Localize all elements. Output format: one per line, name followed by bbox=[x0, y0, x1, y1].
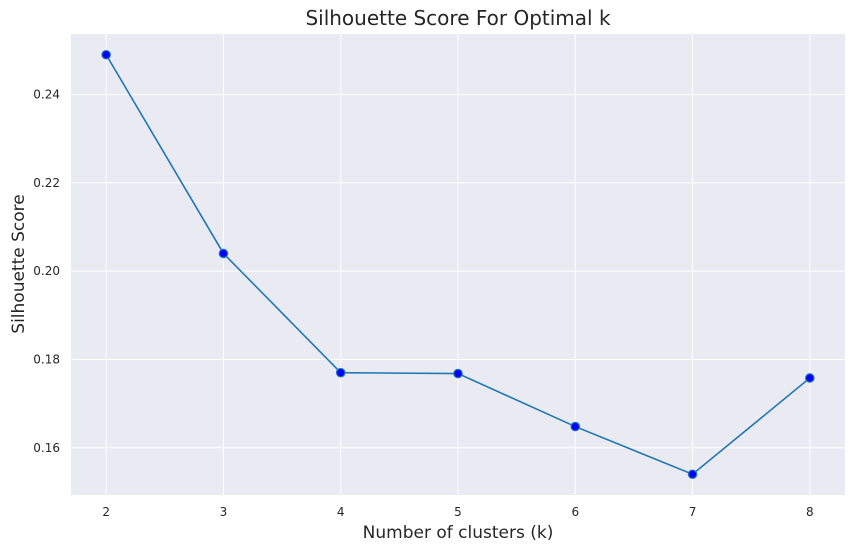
data-markers bbox=[101, 49, 815, 480]
data-point bbox=[805, 373, 815, 383]
data-point bbox=[570, 421, 581, 432]
x-tick-labels: 2 3 4 5 6 7 8 bbox=[102, 505, 813, 519]
data-point bbox=[687, 469, 698, 480]
y-tick-label: 0.16 bbox=[33, 441, 60, 455]
x-tick-label: 5 bbox=[454, 505, 462, 519]
x-tick-label: 6 bbox=[571, 505, 579, 519]
y-tick-labels: 0.16 0.18 0.20 0.22 0.24 bbox=[33, 87, 60, 454]
y-tick-label: 0.22 bbox=[33, 176, 60, 190]
x-tick-label: 7 bbox=[689, 505, 697, 519]
x-axis-label: Number of clusters (k) bbox=[363, 523, 554, 543]
x-tick-label: 3 bbox=[220, 505, 228, 519]
y-tick-label: 0.24 bbox=[33, 87, 60, 101]
data-point bbox=[101, 49, 111, 60]
y-axis-label: Silhouette Score bbox=[9, 194, 29, 333]
x-tick-label: 8 bbox=[806, 505, 814, 519]
y-tick-label: 0.18 bbox=[33, 352, 60, 366]
chart-title: Silhouette Score For Optimal k bbox=[305, 6, 611, 30]
x-tick-label: 4 bbox=[337, 505, 345, 519]
x-tick-label: 2 bbox=[102, 505, 110, 519]
grid bbox=[71, 34, 845, 495]
y-tick-label: 0.20 bbox=[33, 264, 60, 278]
data-point bbox=[453, 368, 463, 379]
data-point bbox=[218, 248, 229, 259]
data-point bbox=[335, 367, 346, 378]
